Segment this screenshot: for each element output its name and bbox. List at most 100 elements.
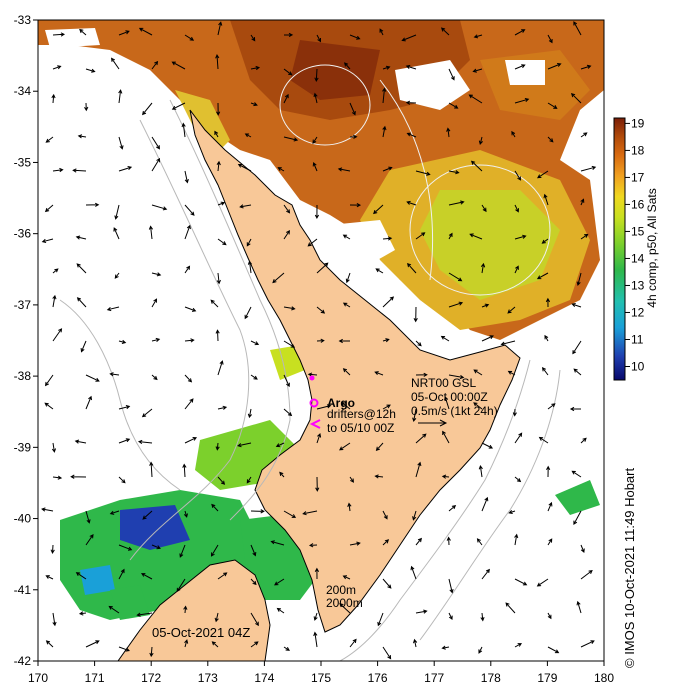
current-arrow-icon — [340, 401, 351, 410]
current-arrow-icon — [442, 430, 450, 444]
current-arrow-icon — [250, 374, 258, 380]
current-arrow-icon — [444, 395, 450, 410]
colorbar-label: 4h comp, p50, All Sats — [645, 188, 659, 307]
current-arrow-icon — [505, 602, 516, 614]
current-arrow-icon — [149, 646, 154, 658]
nrt-label-line2: 05-Oct 00:00Z — [411, 390, 488, 404]
current-arrow-icon — [314, 68, 319, 82]
credit-label: © IMOS 10-Oct-2021 11:49 Hobart — [622, 468, 637, 668]
current-arrow-icon — [576, 272, 582, 287]
current-arrow-icon — [211, 503, 219, 512]
colorbar-tick-label: 16 — [631, 197, 645, 211]
current-arrow-icon — [440, 335, 450, 342]
current-arrow-icon — [342, 368, 351, 376]
current-arrow-icon — [580, 437, 587, 444]
current-arrow-icon — [349, 134, 358, 139]
current-arrow-icon — [448, 232, 453, 240]
current-arrow-icon — [316, 433, 322, 444]
current-arrow-icon — [538, 436, 549, 444]
current-arrow-icon — [50, 544, 55, 554]
current-arrow-icon — [478, 136, 483, 146]
current-arrow-icon — [349, 34, 361, 40]
colorbar-tick-label: 12 — [631, 305, 645, 319]
current-arrow-icon — [113, 227, 120, 240]
current-arrow-icon — [469, 233, 483, 240]
lon-tick-label: 176 — [368, 671, 388, 685]
current-arrow-icon — [415, 461, 422, 478]
current-arrow-icon — [377, 612, 384, 627]
nrt-label-line1: NRT00 GSL — [411, 376, 476, 390]
current-arrow-icon — [214, 612, 219, 623]
depth-2000-label: 2000m — [326, 596, 363, 610]
lat-tick-label: -37 — [14, 298, 32, 312]
current-arrow-icon — [448, 301, 464, 308]
current-arrow-icon — [580, 198, 585, 206]
current-arrow-icon — [507, 306, 516, 314]
current-arrow-icon — [339, 602, 351, 614]
current-arrow-icon — [184, 265, 191, 274]
current-arrow-icon — [313, 92, 318, 104]
current-arrow-icon — [217, 405, 228, 410]
current-arrow-icon — [543, 193, 549, 206]
lon-tick-label: 172 — [141, 671, 161, 685]
current-arrow-icon — [80, 340, 87, 353]
current-arrow-icon — [247, 408, 252, 419]
current-arrow-icon — [283, 306, 296, 311]
current-arrow-icon — [215, 54, 220, 70]
current-arrow-icon — [52, 167, 64, 173]
current-arrow-icon — [45, 640, 54, 648]
current-arrow-icon — [182, 463, 187, 478]
current-arrow-icon — [537, 170, 549, 179]
current-arrow-icon — [52, 294, 57, 308]
argo-markers — [309, 375, 321, 429]
current-arrow-icon — [118, 339, 127, 344]
current-arrow-icon — [448, 272, 463, 282]
current-arrow-icon — [412, 408, 417, 423]
current-arrow-icon — [375, 268, 384, 274]
current-arrow-icon — [250, 509, 265, 514]
current-arrow-icon — [349, 638, 357, 648]
lon-tick-label: 177 — [424, 671, 444, 685]
lat-tick-label: -41 — [14, 583, 32, 597]
sst-field — [38, 20, 604, 620]
current-arrow-icon — [448, 612, 453, 621]
current-arrow-icon — [415, 537, 422, 546]
current-arrow-icon — [580, 64, 592, 70]
current-arrow-icon — [217, 238, 227, 246]
current-arrow-icon — [250, 612, 259, 627]
current-arrow-icon — [580, 569, 593, 580]
current-arrow-icon — [217, 21, 223, 36]
current-arrow-icon — [571, 303, 582, 308]
current-arrow-icon — [277, 167, 285, 172]
colorbar-tick-label: 13 — [631, 278, 645, 292]
current-arrow-icon — [283, 93, 289, 104]
depth-200-label: 200m — [326, 583, 356, 597]
current-arrow-icon — [171, 102, 186, 110]
current-arrow-icon — [41, 238, 54, 243]
current-arrow-icon — [481, 204, 487, 213]
current-arrow-icon — [283, 374, 290, 388]
lat-tick-label: -35 — [14, 155, 32, 169]
current-arrow-icon — [570, 92, 582, 104]
current-arrow-icon — [114, 272, 120, 279]
current-arrow-icon — [151, 136, 160, 150]
current-arrow-icon — [41, 507, 54, 512]
current-arrow-icon — [45, 136, 54, 143]
current-arrow-icon — [481, 442, 494, 449]
current-arrow-icon — [415, 433, 427, 444]
current-arrow-icon — [179, 544, 186, 558]
current-arrow-icon — [75, 572, 87, 580]
current-arrow-icon — [283, 646, 290, 651]
current-arrow-icon — [375, 442, 384, 451]
current-arrow-icon — [217, 476, 226, 485]
current-arrow-icon — [52, 32, 66, 37]
current-arrow-icon — [415, 232, 426, 240]
current-arrow-icon — [514, 234, 527, 240]
current-arrow-icon — [184, 204, 195, 216]
current-arrow-icon — [246, 238, 252, 247]
current-arrow-icon — [547, 136, 554, 143]
current-arrow-icon — [470, 160, 483, 172]
current-arrow-icon — [382, 125, 387, 138]
current-arrow-icon — [569, 406, 581, 412]
current-arrow-icon — [478, 646, 483, 654]
